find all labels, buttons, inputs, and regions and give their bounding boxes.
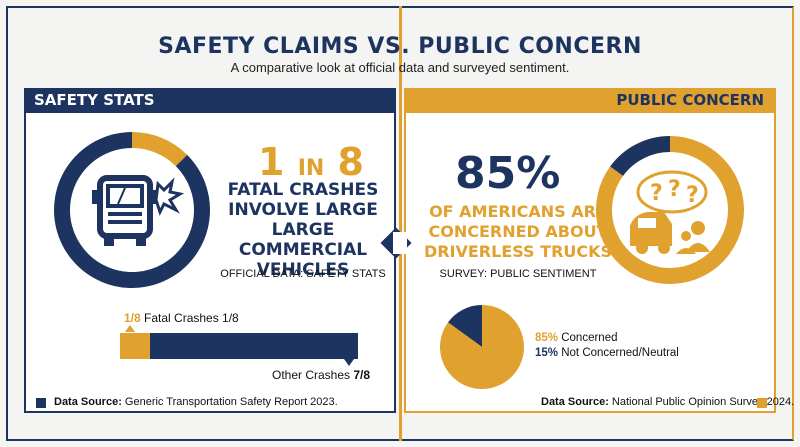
ratio-numerator: 1 (258, 140, 285, 184)
pie-legend: 85% Concerned 15% Not Concerned/Neutral (535, 331, 679, 361)
donut-segment-1 (54, 132, 210, 288)
concern-pie-slices (440, 305, 524, 389)
panel-pointer-mask (393, 232, 407, 254)
ratio-stat: 1 IN 8 (258, 140, 364, 184)
concern-pie-chart (440, 305, 524, 389)
donut-segment-1 (610, 136, 671, 177)
concern-source-label: Data Source: (541, 396, 609, 408)
other-crashes-text: Other Crashes (272, 368, 354, 382)
safety-source-label: Data Source: (54, 396, 122, 408)
legend-not-concerned-key: 15% (535, 347, 559, 359)
fatal-crashes-text: Fatal Crashes 1/8 (140, 311, 239, 325)
pie-slice-concerned (440, 305, 524, 389)
safety-caption: OFFICIAL DATA: SAFETY STATS (220, 268, 386, 280)
concern-donut-chart: ? ? ? (596, 136, 744, 284)
concern-statement: OF AMERICANS ARE CONCERNED ABOUT DRIVERL… (423, 202, 613, 261)
safety-statement: FATAL CRASHES INVOLVE LARGE LARGE COMMER… (227, 180, 379, 280)
ratio-denominator: 8 (337, 140, 364, 184)
ratio-in-word: IN (297, 156, 325, 181)
legend-concerned-key: 85% (535, 332, 559, 344)
truck-question-icon: ? ? ? (630, 170, 710, 254)
fatal-tick (125, 325, 135, 332)
source-marker-right (757, 398, 767, 408)
other-tick (344, 359, 354, 366)
fatal-crashes-bar (120, 333, 150, 359)
concern-caption: SURVEY: PUBLIC SENTIMENT (439, 268, 597, 280)
legend-not-concerned-text: Not Concerned/Neutral (558, 347, 679, 359)
frame-divider (399, 6, 402, 441)
legend-concerned: 85% Concerned (535, 331, 679, 346)
safety-donut-ring (54, 132, 210, 288)
pie-slice-not-concerned-neutral (448, 305, 482, 347)
crash-bar (120, 333, 358, 359)
concern-source: Data Source: National Public Opinion Sur… (541, 396, 794, 408)
safety-stats-header: SAFETY STATS (24, 88, 396, 113)
page-subtitle: A comparative look at official data and … (230, 60, 570, 75)
page-title: SAFETY CLAIMS VS. PUBLIC CONCERN (158, 34, 642, 59)
public-concern-header: PUBLIC CONCERN (404, 88, 776, 113)
svg-text:?: ? (650, 181, 663, 206)
donut-segment-0 (131, 132, 188, 167)
legend-not-concerned: 15% Not Concerned/Neutral (535, 346, 679, 361)
svg-text:?: ? (686, 183, 699, 208)
concern-source-text: National Public Opinion Survey 2024. (608, 396, 795, 408)
svg-text:?: ? (668, 177, 681, 202)
other-crashes-key: 7/8 (353, 368, 371, 382)
concern-donut-ring (596, 136, 744, 284)
concern-percent: 85% (455, 148, 561, 199)
other-crashes-label: Other Crashes 7/8 (272, 368, 370, 382)
legend-concerned-text: Concerned (558, 332, 618, 344)
truck-crash-icon (92, 175, 185, 246)
source-marker-left (36, 398, 46, 408)
fatal-crashes-label: 1/8 Fatal Crashes 1/8 (124, 311, 239, 325)
donut-segment-0 (596, 136, 744, 284)
safety-donut-chart (54, 132, 210, 288)
fatal-crashes-key: 1/8 (124, 311, 141, 325)
safety-source: Data Source: Generic Transportation Safe… (54, 396, 338, 408)
safety-source-text: Generic Transportation Safety Report 202… (121, 396, 338, 408)
